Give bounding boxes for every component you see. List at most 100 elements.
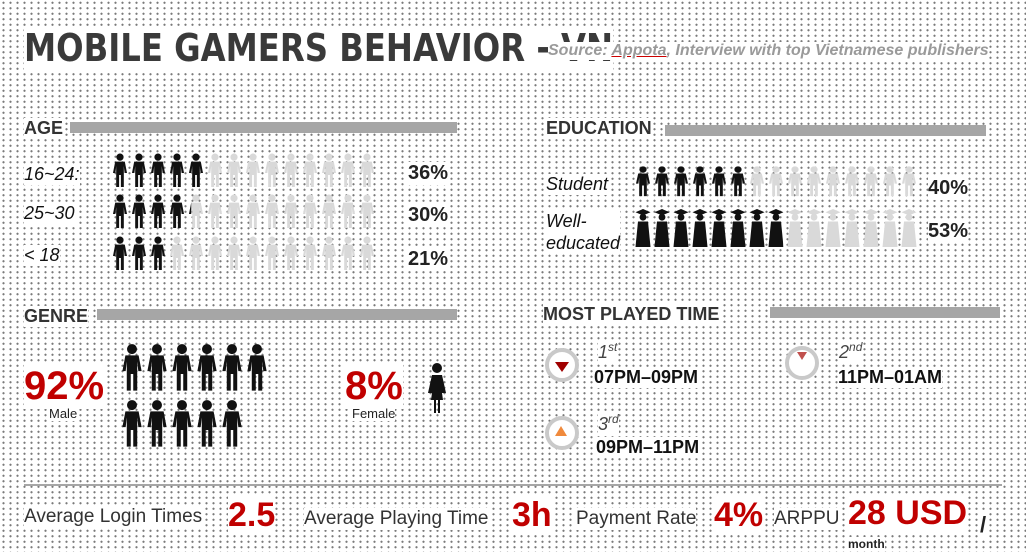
rank-3: 3rd [598, 412, 619, 435]
person-icon [113, 236, 127, 270]
graduate-icon [844, 209, 860, 247]
person-icon [712, 166, 726, 197]
time-1: 07PM–09PM [594, 367, 699, 388]
person-icon [303, 194, 317, 228]
time-2: 11PM–01AM [838, 367, 943, 388]
person-icon [769, 166, 783, 197]
most-played-heading: MOST PLAYED TIME [543, 304, 720, 325]
person-icon [265, 194, 279, 228]
time-marker-3 [545, 416, 579, 450]
person-icon [284, 236, 298, 270]
person-icon [147, 400, 167, 447]
graduate-icon [825, 209, 841, 247]
payment-label: Payment Rate [576, 508, 697, 530]
person-icon [172, 400, 192, 447]
person-icon [826, 166, 840, 197]
payment-value: 4% [714, 496, 764, 535]
person-icon [322, 236, 336, 270]
education-row-label: Student [546, 174, 609, 195]
person-icon [341, 194, 355, 228]
person-icon [172, 344, 192, 391]
person-icon [227, 194, 241, 228]
arppu-period: month [848, 537, 885, 551]
person-icon [113, 194, 127, 228]
person-icon [864, 166, 878, 197]
stats-divider [24, 484, 1002, 486]
source-note: Source: Appota, Interview with top Vietn… [548, 42, 989, 60]
person-icon [807, 166, 821, 197]
rank-3-triangle-icon [555, 426, 567, 436]
person-icon [189, 236, 203, 270]
person-icon [122, 344, 142, 391]
person-icon [222, 400, 242, 447]
person-icon [284, 194, 298, 228]
page-title: MOBILE GAMERS BEHAVIOR - VN [24, 26, 614, 70]
arppu-label: ARPPU [774, 508, 840, 530]
education-heading: EDUCATION [546, 118, 652, 139]
male-icon-grid [121, 342, 277, 448]
person-icon [360, 153, 374, 187]
person-icon [360, 194, 374, 228]
education-icon-row [635, 165, 917, 197]
graduate-icon [863, 209, 879, 247]
graduate-icon [901, 209, 917, 247]
graduate-icon [711, 209, 727, 247]
playing-label: Average Playing Time [304, 508, 489, 530]
age-icon-row [112, 193, 375, 229]
graduate-icon [749, 209, 765, 247]
graduate-icon [692, 209, 708, 247]
age-row-percent: 36% [408, 162, 449, 185]
person-icon [227, 153, 241, 187]
person-icon [247, 344, 267, 391]
graduate-icon [673, 209, 689, 247]
person-icon [341, 236, 355, 270]
person-icon [322, 194, 336, 228]
source-prefix: Source: [548, 42, 612, 59]
login-label: Average Login Times [24, 506, 203, 528]
graduate-icon [730, 209, 746, 247]
graduate-icon [635, 209, 651, 247]
time-marker-1 [545, 348, 579, 382]
most-played-heading-bar [770, 307, 1000, 318]
age-heading: AGE [24, 118, 64, 139]
login-value: 2.5 [228, 496, 276, 535]
person-icon [151, 236, 165, 270]
age-icon-row [112, 152, 375, 188]
age-row-label: < 18 [24, 245, 60, 266]
person-icon [151, 153, 165, 187]
person-icon [322, 153, 336, 187]
person-icon [227, 236, 241, 270]
education-icon-row [635, 208, 917, 248]
person-icon [122, 400, 142, 447]
person-icon [265, 153, 279, 187]
education-row-percent: 53% [928, 220, 969, 243]
source-rest: , Interview with top Vietnamese publishe… [666, 42, 989, 59]
person-icon [845, 166, 859, 197]
person-icon [208, 236, 222, 270]
arppu-value: 28 USD [848, 494, 968, 533]
person-icon [731, 166, 745, 197]
person-icon [303, 153, 317, 187]
person-icon [636, 166, 650, 197]
education-label-line1: Well- [546, 211, 587, 231]
person-icon [246, 398, 268, 448]
education-row-percent: 40% [928, 177, 969, 200]
person-icon [360, 236, 374, 270]
age-row-label: 16~24: [24, 164, 80, 185]
person-icon [341, 153, 355, 187]
person-icon [265, 236, 279, 270]
male-percent: 92% [24, 364, 105, 409]
person-icon [189, 194, 203, 228]
playing-value: 3h [512, 496, 552, 535]
genre-heading: GENRE [24, 306, 89, 327]
source-link[interactable]: Appota [611, 42, 667, 59]
graduate-icon [768, 209, 784, 247]
person-icon [750, 166, 764, 197]
person-icon [284, 153, 298, 187]
person-icon [147, 344, 167, 391]
person-icon [246, 194, 260, 228]
rank-2-triangle-icon [797, 352, 807, 360]
genre-heading-bar [97, 309, 457, 320]
person-icon [197, 344, 217, 391]
person-icon [197, 400, 217, 447]
